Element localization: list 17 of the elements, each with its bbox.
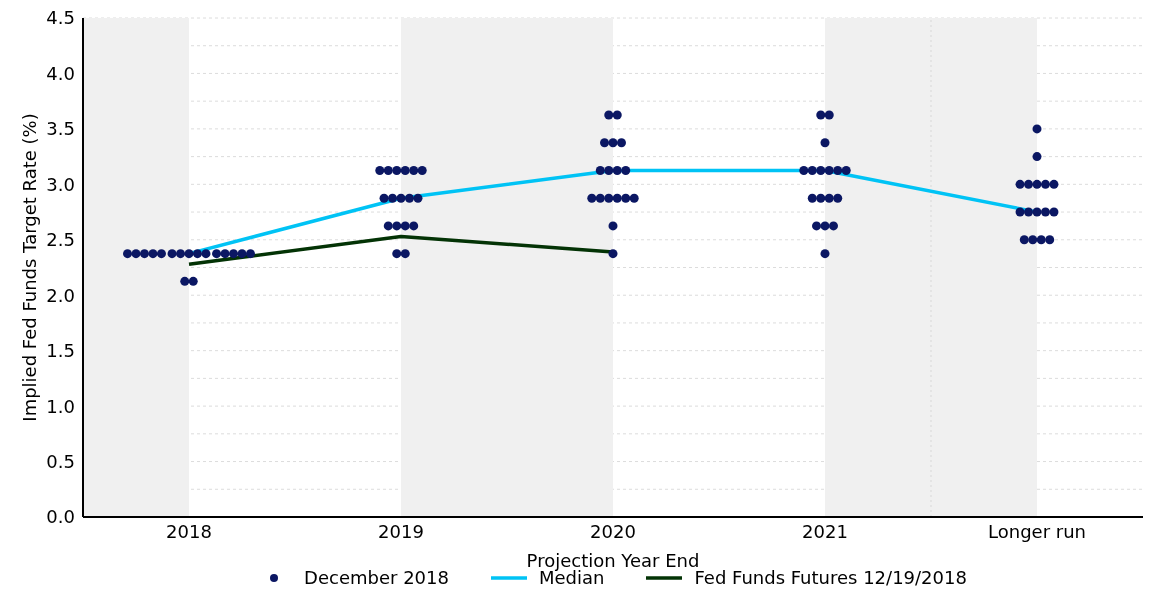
y-tick-label: 1.0 [46, 395, 75, 417]
y-tick-label: 2.5 [46, 229, 75, 251]
y-tick-label: 0.0 [46, 506, 75, 528]
y-tick-label: 3.0 [46, 173, 75, 195]
y-tick-label: 3.5 [46, 118, 75, 140]
y-tick-label: 0.5 [46, 450, 75, 472]
x-tick-label: 2018 [166, 520, 212, 542]
legend-label: December 2018 [304, 567, 449, 588]
y-axis-title: Implied Fed Funds Target Rate (%) [19, 113, 41, 422]
x-tick-label: 2019 [378, 520, 424, 542]
y-tick-label: 1.5 [46, 340, 75, 362]
y-tick-label: 4.0 [46, 62, 75, 84]
y-tick-label: 4.5 [46, 7, 75, 29]
y-tick-label: 2.0 [46, 284, 75, 306]
x-tick-label: Longer run [988, 520, 1086, 542]
x-tick-label: 2020 [590, 520, 636, 542]
x-tick-label: 2021 [802, 520, 848, 542]
